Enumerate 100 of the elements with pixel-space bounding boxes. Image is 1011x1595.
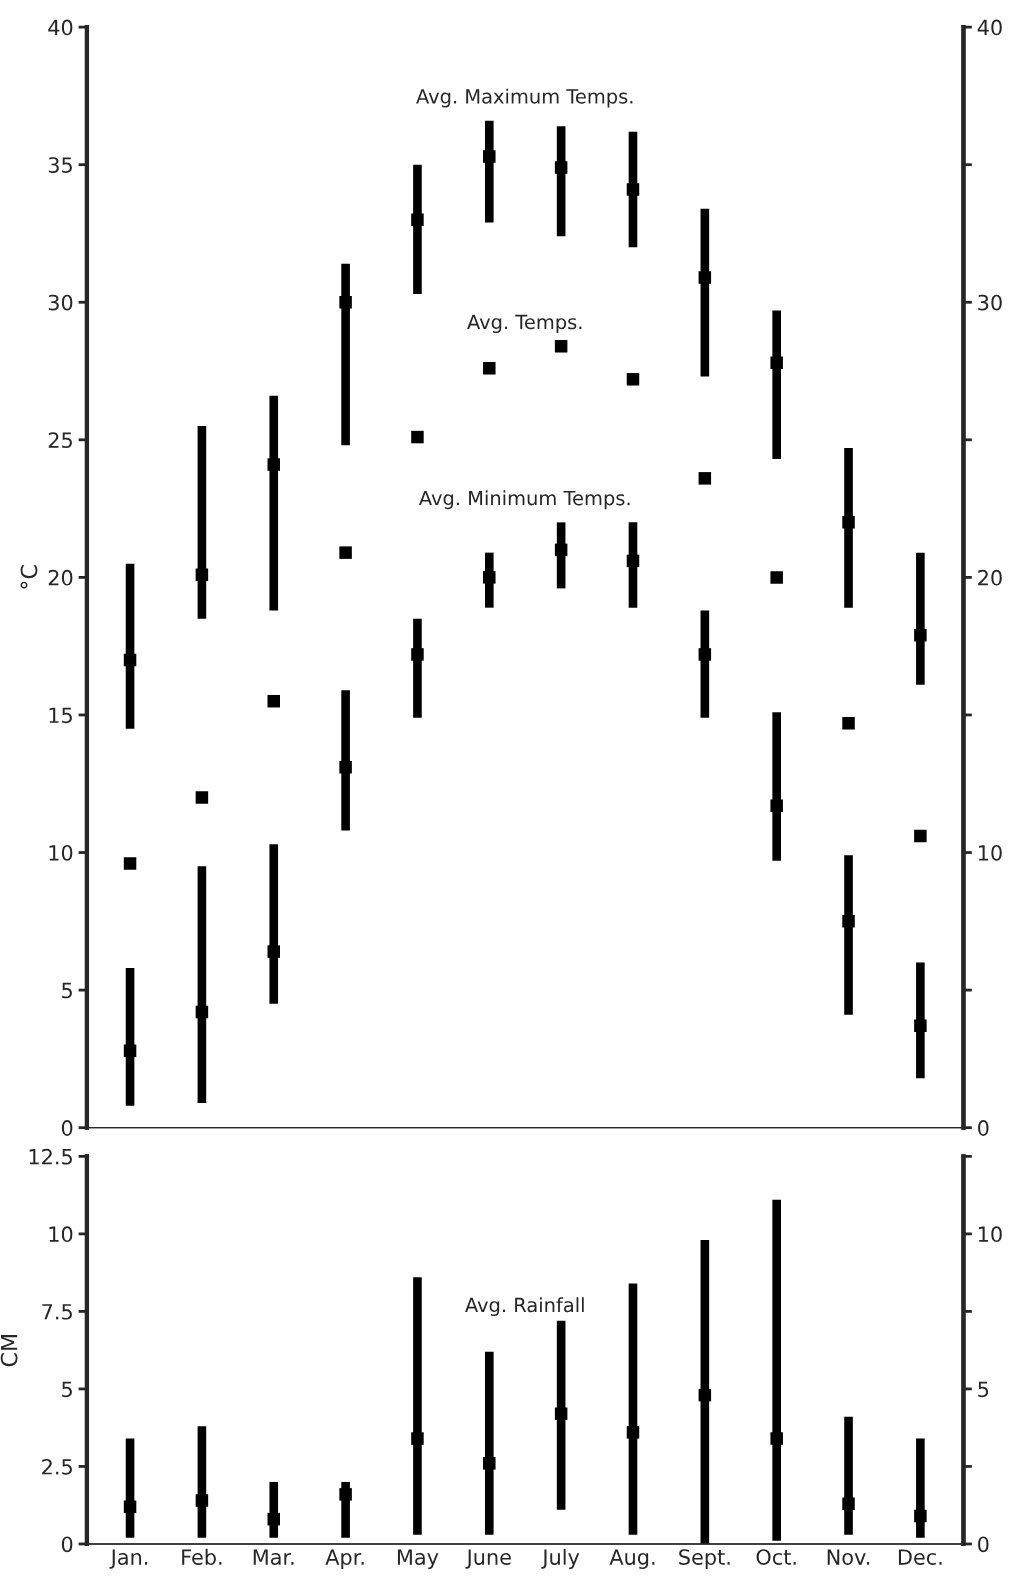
point: [195, 1005, 209, 1019]
series-label: Avg. Maximum Temps.: [416, 88, 633, 108]
x-tick-label: Jan.: [109, 1549, 148, 1569]
bar: [484, 1351, 494, 1535]
series-label: Avg. Temps.: [467, 314, 582, 334]
point: [123, 653, 137, 667]
point: [770, 571, 783, 584]
bar: [844, 1416, 853, 1535]
bar: [341, 263, 350, 446]
point: [195, 568, 209, 581]
point: [626, 1426, 640, 1439]
x-tick-label: Oct.: [756, 1549, 796, 1565]
point: [554, 1407, 568, 1420]
point: [842, 915, 855, 928]
point: [411, 1432, 424, 1445]
point: [123, 857, 137, 870]
point: [770, 1432, 783, 1445]
point: [842, 716, 855, 730]
bar: [413, 164, 422, 294]
point: [267, 458, 280, 471]
bar: [413, 618, 422, 718]
point: [123, 1500, 137, 1513]
y-tick-label: 5: [62, 982, 72, 999]
point: [554, 161, 568, 174]
point: [914, 1509, 927, 1523]
point: [914, 1019, 927, 1033]
point: [339, 296, 352, 309]
x-tick-label: Nov.: [827, 1549, 870, 1565]
series-label: Avg. Minimum Temps.: [418, 490, 630, 510]
y2-tick-label: 30: [978, 294, 1002, 311]
point: [698, 271, 712, 284]
bar: [916, 962, 925, 1079]
point: [698, 1388, 712, 1402]
y-tick-label: 30: [48, 294, 73, 311]
bar: [772, 310, 781, 460]
y-tick-label: 40: [48, 19, 73, 36]
bar: [844, 855, 853, 1015]
point: [195, 1494, 209, 1507]
point: [267, 1512, 280, 1526]
y-axis-title: °C: [20, 565, 38, 589]
point: [411, 430, 424, 444]
bar: [269, 844, 279, 1004]
y2-tick-label: 10: [978, 1226, 1002, 1243]
bar: [916, 552, 925, 685]
point: [914, 829, 927, 843]
x-tick-label: Feb.: [182, 1548, 222, 1565]
y-tick-label: 20: [48, 569, 73, 586]
x-tick-label: Dec.: [898, 1549, 942, 1565]
point: [770, 356, 783, 370]
y-tick-label: 5: [62, 1381, 72, 1398]
point: [626, 554, 640, 568]
y-axis-title: CM: [0, 1334, 18, 1367]
point: [483, 571, 496, 584]
point: [842, 1497, 855, 1510]
point: [698, 472, 712, 485]
y-tick-label: 7.5: [42, 1304, 72, 1320]
point: [339, 1488, 352, 1501]
x-tick-label: Sept.: [679, 1549, 730, 1569]
x-tick-label: Mar.: [253, 1549, 294, 1565]
y2-tick-label: 40: [977, 19, 1002, 36]
y-tick-label: 35: [48, 157, 72, 173]
bar: [772, 1199, 781, 1541]
x-tick-label: May: [397, 1549, 439, 1569]
point: [411, 648, 424, 661]
bar: [413, 1277, 422, 1535]
x-tick-label: Aug.: [609, 1549, 655, 1569]
bar: [844, 448, 853, 608]
bar: [341, 690, 350, 831]
x-tick-label: June: [465, 1549, 511, 1569]
y-tick-label: 2.5: [42, 1458, 72, 1475]
y-tick-label: 10: [49, 1226, 73, 1243]
point: [195, 791, 209, 804]
point: [554, 340, 568, 353]
point: [483, 150, 496, 163]
point: [914, 628, 927, 642]
bar: [772, 712, 781, 861]
point: [339, 546, 352, 559]
point: [626, 373, 640, 386]
point: [411, 213, 424, 226]
y-tick-label: 15: [49, 707, 72, 724]
x-tick-label: Apr.: [325, 1549, 364, 1569]
bar: [269, 395, 279, 611]
point: [554, 543, 568, 557]
series-label: Avg. Rainfall: [465, 1297, 584, 1317]
point: [339, 760, 352, 774]
y-tick-label: 0: [61, 1120, 73, 1136]
point: [123, 1044, 137, 1057]
bar: [484, 120, 494, 223]
y2-tick-label: 0: [978, 1536, 989, 1553]
point: [267, 945, 280, 958]
point: [267, 694, 280, 708]
x-tick-label: July: [541, 1548, 580, 1569]
y-tick-label: 0: [61, 1536, 73, 1553]
point: [698, 648, 712, 661]
y-tick-label: 25: [48, 432, 72, 449]
point: [483, 362, 496, 375]
point: [626, 183, 640, 196]
y-tick-label: 12.5: [29, 1148, 72, 1165]
y2-tick-label: 10: [978, 844, 1002, 861]
y-tick-label: 10: [49, 844, 73, 861]
